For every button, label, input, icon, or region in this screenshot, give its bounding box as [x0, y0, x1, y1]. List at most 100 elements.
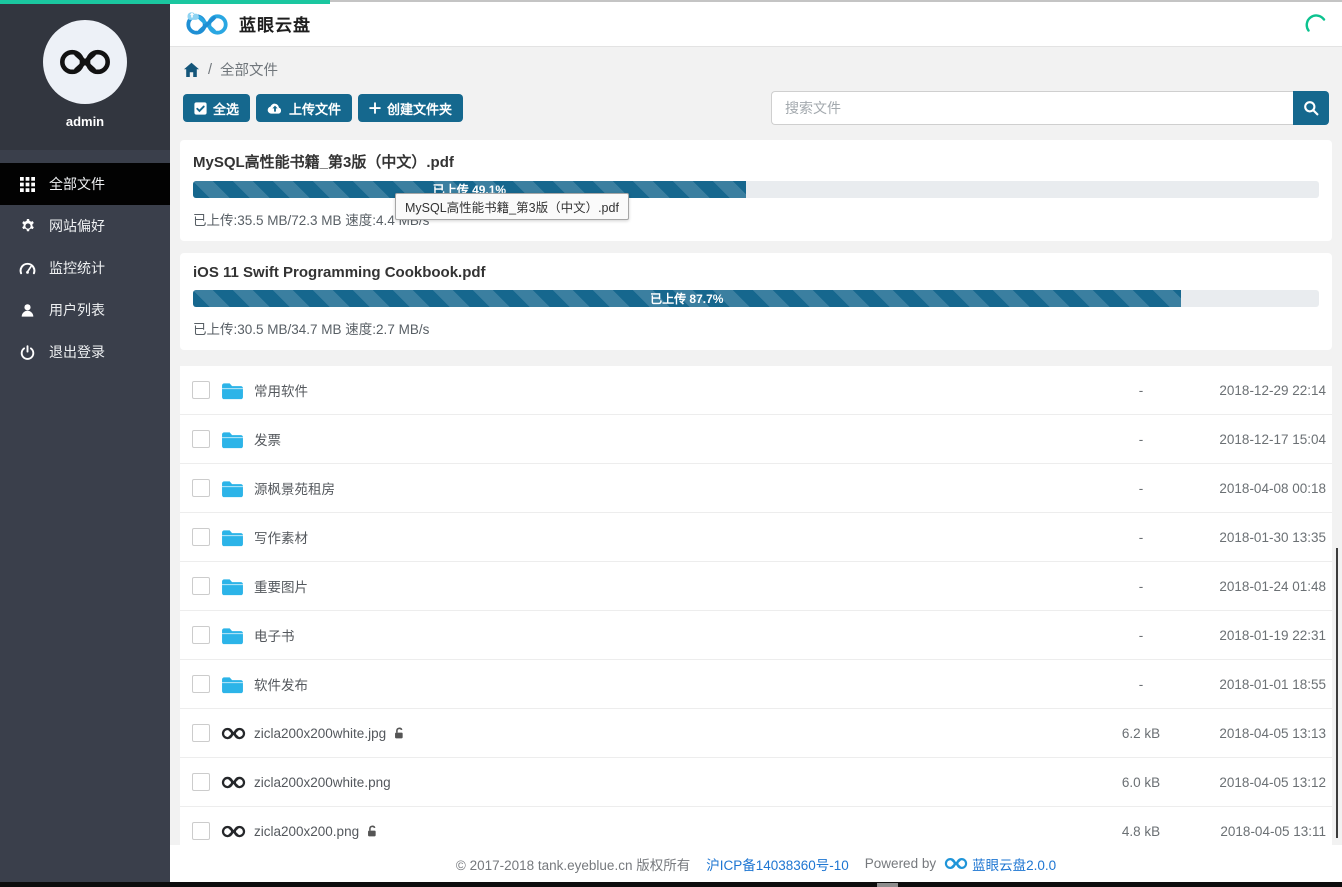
- upload-file-name: MySQL高性能书籍_第3版（中文）.pdf: [193, 154, 454, 171]
- sidebar-menu-item-label: 用户列表: [49, 302, 105, 318]
- file-date: 2018-12-17 15:04: [1219, 431, 1326, 447]
- unlock-icon: [393, 727, 406, 740]
- upload-file-label: 上传文件: [289, 101, 342, 117]
- file-date: 2018-04-05 13:12: [1219, 774, 1326, 790]
- power-icon: [19, 344, 36, 361]
- folder-icon: [221, 577, 248, 596]
- file-size: -: [1138, 627, 1144, 643]
- upload-progress-label: 已上传 87.7%: [650, 292, 724, 306]
- sidebar-menu-item[interactable]: 用户列表: [0, 289, 170, 331]
- search-button[interactable]: [1293, 91, 1329, 125]
- file-row[interactable]: 电子书 - 2018-01-19 22:31: [180, 610, 1332, 659]
- file-row[interactable]: 发票 - 2018-12-17 15:04: [180, 414, 1332, 463]
- search-input[interactable]: [771, 91, 1293, 125]
- file-row[interactable]: 写作素材 - 2018-01-30 13:35: [180, 512, 1332, 561]
- file-row[interactable]: zicla200x200white.jpg 6.2 kB 2018-04-05 …: [180, 708, 1332, 757]
- file-name[interactable]: 软件发布: [254, 678, 308, 693]
- app-header: 蓝眼云盘: [170, 0, 1342, 47]
- file-checkbox[interactable]: [192, 724, 210, 742]
- infinity-cloud-logo-icon: [186, 12, 228, 35]
- folder-icon: [221, 381, 248, 400]
- username: admin: [65, 114, 105, 129]
- file-name[interactable]: 重要图片: [254, 580, 308, 595]
- file-checkbox[interactable]: [192, 577, 210, 595]
- upload-detail-text: 已上传:30.5 MB/34.7 MB 速度:2.7 MB/s: [193, 322, 430, 337]
- file-name[interactable]: zicla200x200white.png: [254, 774, 391, 790]
- file-name[interactable]: 常用软件: [254, 384, 308, 399]
- dock-item: [877, 883, 898, 887]
- upload-progress-track: 已上传 87.7%: [193, 290, 1319, 307]
- file-size: -: [1138, 578, 1144, 594]
- sidebar-menu-item[interactable]: 全部文件: [0, 163, 170, 205]
- file-size: -: [1138, 529, 1144, 545]
- app-title: 蓝眼云盘: [239, 15, 311, 35]
- file-date: 2018-04-08 00:18: [1219, 480, 1326, 496]
- file-row[interactable]: 常用软件 - 2018-12-29 22:14: [180, 366, 1332, 414]
- home-icon[interactable]: [183, 62, 200, 78]
- folder-icon: [221, 479, 248, 498]
- gear-icon: [19, 218, 36, 235]
- file-checkbox[interactable]: [192, 626, 210, 644]
- file-name[interactable]: 电子书: [254, 629, 295, 644]
- icp-link[interactable]: 沪ICP备14038360号-10: [706, 857, 849, 873]
- file-date: 2018-12-29 22:14: [1219, 382, 1326, 398]
- sidebar-menu-item-label: 全部文件: [49, 176, 105, 192]
- sidebar-menu-item[interactable]: 监控统计: [0, 247, 170, 289]
- file-checkbox[interactable]: [192, 479, 210, 497]
- dashboard-icon: [19, 260, 36, 277]
- file-checkbox[interactable]: [192, 381, 210, 399]
- scrollbar-thumb[interactable]: [1336, 548, 1338, 838]
- file-date: 2018-01-01 18:55: [1219, 676, 1326, 692]
- file-date: 2018-04-05 13:13: [1219, 725, 1326, 741]
- avatar[interactable]: [43, 20, 127, 104]
- file-name[interactable]: zicla200x200white.jpg: [254, 725, 387, 741]
- file-name[interactable]: 写作素材: [254, 531, 308, 546]
- file-row[interactable]: zicla200x200white.png 6.0 kB 2018-04-05 …: [180, 757, 1332, 806]
- file-row[interactable]: 源枫景苑租房 - 2018-04-08 00:18: [180, 463, 1332, 512]
- check-square-icon: [194, 101, 207, 115]
- file-date: 2018-01-24 01:48: [1219, 578, 1326, 594]
- breadcrumb-separator: /: [208, 61, 213, 78]
- window-top-border: [0, 0, 1342, 2]
- grid-icon: [19, 176, 36, 193]
- sidebar-menu-item[interactable]: 网站偏好: [0, 205, 170, 247]
- file-date: 2018-01-30 13:35: [1219, 529, 1326, 545]
- upload-file-name: iOS 11 Swift Programming Cookbook.pdf: [193, 264, 486, 281]
- file-size: -: [1138, 382, 1144, 398]
- file-checkbox[interactable]: [192, 675, 210, 693]
- file-name[interactable]: 发票: [254, 433, 281, 448]
- file-checkbox[interactable]: [192, 773, 210, 791]
- image-thumbnail-icon: [221, 824, 248, 839]
- file-size: -: [1138, 480, 1144, 496]
- search-bar: [771, 91, 1329, 125]
- file-row[interactable]: 软件发布 - 2018-01-01 18:55: [180, 659, 1332, 708]
- file-size: -: [1138, 676, 1144, 692]
- version-link[interactable]: 蓝眼云盘2.0.0: [972, 857, 1057, 873]
- search-icon: [1304, 101, 1319, 116]
- footer: © 2017-2018 tank.eyeblue.cn 版权所有 沪ICP备14…: [170, 845, 1342, 882]
- file-checkbox[interactable]: [192, 430, 210, 448]
- file-name[interactable]: zicla200x200.png: [254, 823, 360, 839]
- sidebar-menu-item[interactable]: 退出登录: [0, 331, 170, 373]
- file-checkbox[interactable]: [192, 528, 210, 546]
- file-size: 6.0 kB: [1121, 774, 1161, 790]
- file-name[interactable]: 源枫景苑租房: [254, 482, 335, 497]
- file-date: 2018-01-19 22:31: [1219, 627, 1326, 643]
- upload-progress-card: iOS 11 Swift Programming Cookbook.pdf 已上…: [180, 253, 1332, 350]
- upload-tooltip-text: MySQL高性能书籍_第3版（中文）.pdf: [405, 201, 619, 215]
- file-size: 4.8 kB: [1121, 823, 1161, 839]
- create-folder-label: 创建文件夹: [387, 101, 453, 117]
- upload-progress-track: 已上传 49.1%: [193, 181, 1319, 198]
- file-list: 常用软件 - 2018-12-29 22:14 发票 - 2018-12-17 …: [180, 366, 1332, 855]
- file-row[interactable]: 重要图片 - 2018-01-24 01:48: [180, 561, 1332, 610]
- file-size: -: [1138, 431, 1144, 447]
- unlock-icon: [366, 825, 379, 838]
- app-logo[interactable]: [183, 8, 229, 38]
- upload-file-button[interactable]: 上传文件: [256, 94, 353, 122]
- cloud-upload-icon: [267, 103, 282, 114]
- create-folder-button[interactable]: 创建文件夹: [358, 94, 464, 122]
- select-all-button[interactable]: 全选: [183, 94, 251, 122]
- sidebar-profile: admin: [0, 0, 170, 150]
- sidebar-menu-item-label: 退出登录: [49, 344, 105, 360]
- file-checkbox[interactable]: [192, 822, 210, 840]
